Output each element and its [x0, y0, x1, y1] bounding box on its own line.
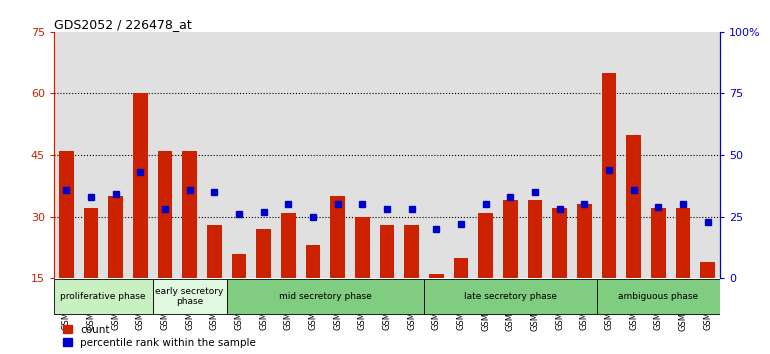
Bar	[207, 225, 222, 278]
Bar	[626, 135, 641, 278]
Bar	[675, 209, 691, 278]
Bar	[59, 151, 74, 278]
Bar	[330, 196, 345, 278]
Bar	[527, 200, 542, 278]
Bar	[454, 258, 468, 278]
Text: early secretory
phase: early secretory phase	[156, 287, 224, 307]
Bar	[152, 279, 226, 314]
Bar	[306, 245, 320, 278]
Bar	[429, 274, 444, 278]
Bar	[552, 209, 567, 278]
Bar	[597, 279, 720, 314]
Bar	[226, 279, 424, 314]
Bar	[158, 151, 172, 278]
Bar	[380, 225, 394, 278]
Text: ambiguous phase: ambiguous phase	[618, 292, 698, 301]
Legend: count, percentile rank within the sample: count, percentile rank within the sample	[59, 320, 260, 352]
Bar	[355, 217, 370, 278]
Bar	[54, 279, 152, 314]
Bar	[108, 196, 123, 278]
Bar	[133, 93, 148, 278]
Bar	[651, 209, 666, 278]
Bar	[404, 225, 419, 278]
Bar	[478, 212, 493, 278]
Bar	[281, 212, 296, 278]
Text: GDS2052 / 226478_at: GDS2052 / 226478_at	[54, 18, 192, 31]
Bar	[182, 151, 197, 278]
Text: late secretory phase: late secretory phase	[464, 292, 557, 301]
Bar	[424, 279, 597, 314]
Bar	[503, 200, 517, 278]
Bar	[256, 229, 271, 278]
Text: mid secretory phase: mid secretory phase	[279, 292, 372, 301]
Bar	[700, 262, 715, 278]
Bar	[83, 209, 99, 278]
Bar	[232, 253, 246, 278]
Text: proliferative phase: proliferative phase	[61, 292, 146, 301]
Bar	[601, 73, 616, 278]
Bar	[577, 204, 591, 278]
